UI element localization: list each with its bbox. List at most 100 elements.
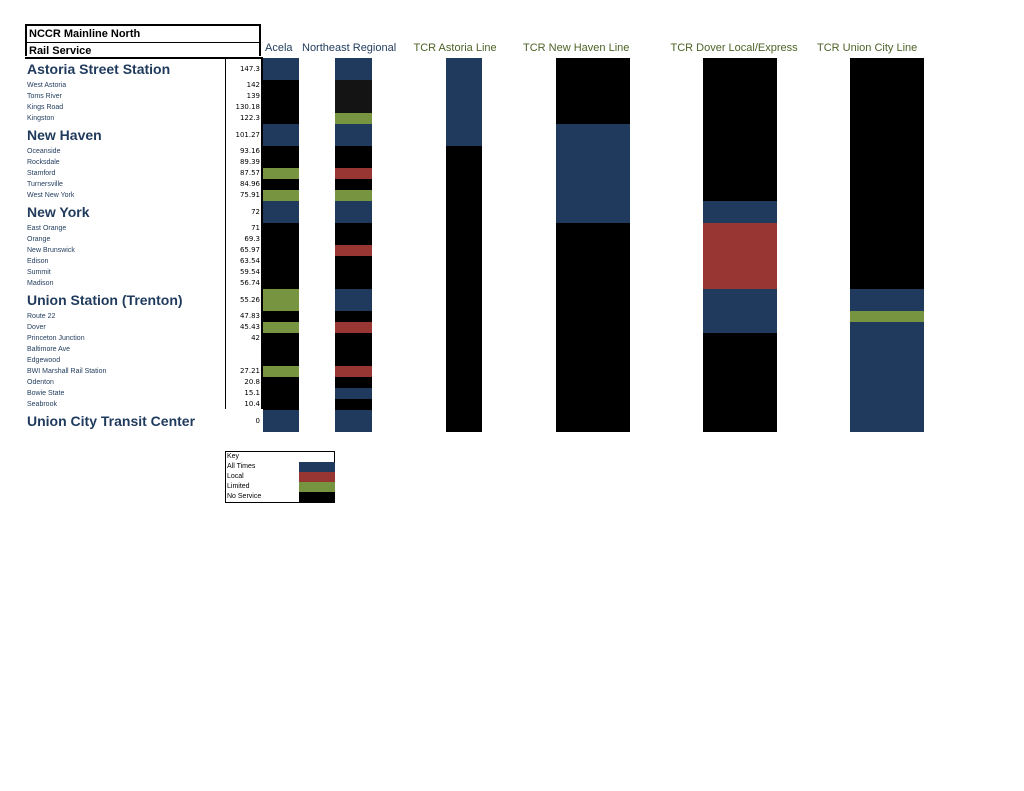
service-segment xyxy=(335,124,372,146)
service-segment xyxy=(703,91,777,102)
major-station-name: Astoria Street Station xyxy=(27,61,171,77)
station-distance: 75.91 xyxy=(239,191,260,199)
service-segment xyxy=(703,234,777,245)
chart-title-box: NCCR Mainline North Rail Service xyxy=(25,24,261,57)
service-segment xyxy=(850,289,924,311)
service-segment xyxy=(703,201,777,223)
service-segment xyxy=(446,410,482,432)
service-segment xyxy=(335,410,372,432)
service-segment xyxy=(850,355,924,366)
service-segment xyxy=(446,91,482,102)
service-segment xyxy=(335,388,372,399)
service-segment xyxy=(703,179,777,190)
service-segment xyxy=(446,157,482,168)
station-name: Seabrook xyxy=(27,401,57,408)
service-segment xyxy=(263,278,299,289)
station-name: Route 22 xyxy=(27,313,56,320)
station-name: BWI Marshall Rail Station xyxy=(27,368,107,375)
service-segment xyxy=(335,80,372,91)
service-segment xyxy=(850,366,924,377)
service-segment xyxy=(335,102,372,113)
service-segment xyxy=(703,355,777,366)
station-name: Kings Road xyxy=(27,104,64,111)
service-segment xyxy=(263,223,299,234)
service-segment xyxy=(703,168,777,179)
station-distance: 89.39 xyxy=(239,158,260,166)
station-name: Dover xyxy=(27,324,46,331)
service-segment xyxy=(335,267,372,278)
station-name: West Astoria xyxy=(27,82,67,89)
major-station-name: New Haven xyxy=(27,127,102,143)
service-segment xyxy=(446,366,482,377)
key-swatch xyxy=(299,492,335,502)
service-segment xyxy=(263,388,299,399)
service-segment xyxy=(556,256,630,267)
station-name: New Brunswick xyxy=(27,247,75,254)
station-distance: 63.54 xyxy=(239,257,260,265)
service-segment xyxy=(335,146,372,157)
service-segment xyxy=(850,245,924,256)
service-segment xyxy=(263,102,299,113)
chart-title: NCCR Mainline North xyxy=(29,28,141,40)
service-segment xyxy=(446,223,482,234)
service-segment xyxy=(556,278,630,289)
service-column xyxy=(446,58,482,432)
key-label: Local xyxy=(227,473,244,480)
service-header: TCR Union City Line xyxy=(817,42,918,54)
service-column xyxy=(556,58,630,432)
service-segment xyxy=(556,289,630,311)
distance-column-divider xyxy=(225,57,226,409)
service-segment xyxy=(703,113,777,124)
service-segment xyxy=(335,168,372,179)
service-segment xyxy=(703,256,777,267)
station-distance: 55.26 xyxy=(239,296,260,304)
service-segment xyxy=(850,80,924,91)
service-segment xyxy=(446,124,482,146)
station-name: Rocksdale xyxy=(27,159,60,166)
service-segment xyxy=(446,311,482,322)
station-name: Stamford xyxy=(27,170,56,177)
service-segment xyxy=(263,311,299,322)
station-name: Edgewood xyxy=(27,357,61,364)
service-segment xyxy=(335,113,372,124)
service-segment xyxy=(335,58,372,80)
station-distance: 27.21 xyxy=(239,367,260,375)
service-segment xyxy=(446,355,482,366)
service-segment xyxy=(703,410,777,432)
station-name: Orange xyxy=(27,236,51,243)
service-segment xyxy=(556,311,630,322)
service-segment xyxy=(556,146,630,157)
service-segment xyxy=(556,80,630,91)
service-segment xyxy=(335,289,372,311)
service-segment xyxy=(703,278,777,289)
service-segment xyxy=(446,289,482,311)
service-segment xyxy=(850,190,924,201)
service-segment xyxy=(446,245,482,256)
service-segment xyxy=(263,146,299,157)
service-segment xyxy=(703,377,777,388)
service-segment xyxy=(263,377,299,388)
service-segment xyxy=(556,366,630,377)
station-name: Bowie State xyxy=(27,390,65,397)
service-segment xyxy=(335,333,372,344)
service-segment xyxy=(703,80,777,91)
service-segment xyxy=(850,234,924,245)
key-swatch xyxy=(299,472,335,482)
service-segment xyxy=(446,80,482,91)
station-distance: 15.1 xyxy=(244,389,260,397)
service-segment xyxy=(556,410,630,432)
service-segment xyxy=(263,124,299,146)
service-segment xyxy=(703,289,777,311)
service-segment xyxy=(850,377,924,388)
service-header: TCR Dover Local/Express xyxy=(670,42,798,54)
service-segment xyxy=(703,102,777,113)
station-distance: 93.16 xyxy=(239,147,260,155)
service-segment xyxy=(556,223,630,234)
major-station-name: Union Station (Trenton) xyxy=(27,292,183,308)
service-segment xyxy=(335,344,372,355)
station-distance: 72 xyxy=(251,208,260,216)
service-segment xyxy=(263,80,299,91)
service-segment xyxy=(556,399,630,410)
station-name: Toms River xyxy=(27,93,63,100)
service-segment xyxy=(335,157,372,168)
